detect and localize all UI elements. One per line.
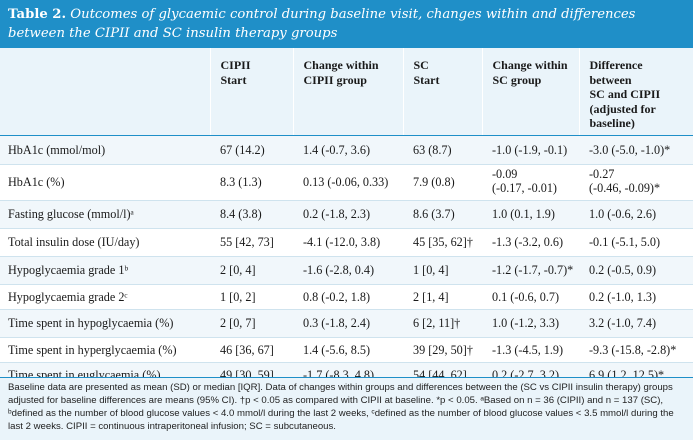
difference-cell: -0.27 (-0.46, -0.09)* (579, 164, 693, 201)
cipii-start-cell: 2 [0, 4] (210, 256, 293, 285)
table-row: Fasting glucose (mmol/l)ᵃ 8.4 (3.8) 0.2 (-… (0, 200, 693, 229)
cipii-start-cell: 2 [0, 7] (210, 309, 293, 338)
sc-start-cell: 2 [1, 4] (403, 284, 482, 310)
difference-cell: -3.0 (-5.0, -1.0)* (579, 135, 693, 165)
table-row: HbA1c (%) 8.3 (1.3) 0.13 (-0.06, 0.33) 7.9 … (0, 164, 693, 201)
difference-cell: 0.2 (-1.0, 1.3) (579, 284, 693, 310)
row-label: Time spent in hypoglycaemia (%) (0, 309, 210, 338)
sc-start-cell: 6 [2, 11]† (403, 309, 482, 338)
difference-cell: 3.2 (-1.0, 7.4) (579, 309, 693, 338)
table-title: Table 2. Outcomes of glycaemic control d… (0, 0, 693, 48)
difference-cell: 1.0 (-0.6, 2.6) (579, 200, 693, 229)
cipii-change-cell: 0.8 (-0.2, 1.8) (293, 284, 403, 310)
cipii-change-cell: 0.2 (-1.8, 2.3) (293, 200, 403, 229)
cipii-change-cell: -1.6 (-2.8, 0.4) (293, 256, 403, 285)
row-label: HbA1c (mmol/mol) (0, 135, 210, 165)
sc-change-cell: 1.0 (-1.2, 3.3) (482, 309, 579, 338)
sc-change-cell: -1.2 (-1.7, -0.7)* (482, 256, 579, 285)
row-label: Hypoglycaemia grade 2ᶜ (0, 284, 210, 310)
outcomes-table: CIPII Start Change within CIPII group SC St… (0, 48, 693, 389)
sc-start-cell: 1 [0, 4] (403, 256, 482, 285)
difference-cell: -9.3 (-15.8, -2.8)* (579, 337, 693, 363)
difference-cell: 0.2 (-0.5, 0.9) (579, 256, 693, 285)
cipii-start-cell: 1 [0, 2] (210, 284, 293, 310)
sc-start-cell: 45 [35, 62]† (403, 228, 482, 257)
cipii-change-cell: 1.4 (-0.7, 3.6) (293, 135, 403, 165)
header-sc-start: SC Start (402, 48, 482, 136)
cipii-change-cell: -4.1 (-12.0, 3.8) (293, 228, 403, 257)
table-row: Hypoglycaemia grade 1ᵇ 2 [0, 4] -1.6 (-2.8… (0, 256, 693, 285)
cipii-start-cell: 46 [36, 67] (210, 337, 293, 363)
row-label: Time spent in hyperglycaemia (%) (0, 337, 210, 363)
cipii-start-cell: 67 (14.2) (210, 135, 293, 165)
header-sc-change: Change within SC group (481, 48, 579, 136)
header-cipii-change: Change within CIPII group (292, 48, 403, 136)
sc-start-cell: 7.9 (0.8) (403, 164, 482, 201)
table-row: HbA1c (mmol/mol) 67 (14.2) 1.4 (-0.7, 3.6)… (0, 135, 693, 165)
table-body: HbA1c (mmol/mol) 67 (14.2) 1.4 (-0.7, 3.6)… (0, 135, 693, 389)
header-difference: Difference between SC and CIPII (adjusted f… (578, 48, 693, 136)
cipii-change-cell: 1.4 (-5.6, 8.5) (293, 337, 403, 363)
row-label: Fasting glucose (mmol/l)ᵃ (0, 200, 210, 229)
header-cipii-start: CIPII Start (209, 48, 293, 136)
sc-start-cell: 39 [29, 50]† (403, 337, 482, 363)
table-label: Table 2. (8, 7, 67, 22)
table-header-row: CIPII Start Change within CIPII group SC St… (0, 48, 693, 136)
table-footnote: Baseline data are presented as mean (SD)… (0, 377, 693, 440)
sc-change-cell: -0.09 (-0.17, -0.01) (482, 164, 579, 201)
sc-change-cell: -1.3 (-3.2, 0.6) (482, 228, 579, 257)
cipii-start-cell: 8.3 (1.3) (210, 164, 293, 201)
difference-cell: -0.1 (-5.1, 5.0) (579, 228, 693, 257)
cipii-change-cell: 0.3 (-1.8, 2.4) (293, 309, 403, 338)
table-row: Total insulin dose (IU/day) 55 [42, 73] -4… (0, 228, 693, 257)
sc-change-cell: 0.1 (-0.6, 0.7) (482, 284, 579, 310)
sc-change-cell: 1.0 (0.1, 1.9) (482, 200, 579, 229)
sc-start-cell: 63 (8.7) (403, 135, 482, 165)
row-label: Total insulin dose (IU/day) (0, 228, 210, 257)
header-label-column (0, 48, 210, 136)
sc-change-cell: -1.0 (-1.9, -0.1) (482, 135, 579, 165)
cipii-start-cell: 55 [42, 73] (210, 228, 293, 257)
sc-start-cell: 8.6 (3.7) (403, 200, 482, 229)
row-label: Hypoglycaemia grade 1ᵇ (0, 256, 210, 285)
sc-change-cell: -1.3 (-4.5, 1.9) (482, 337, 579, 363)
cipii-change-cell: 0.13 (-0.06, 0.33) (293, 164, 403, 201)
table-row: Time spent in hyperglycaemia (%) 46 [36, … (0, 337, 693, 363)
table-row: Time spent in hypoglycaemia (%) 2 [0, 7] 0… (0, 309, 693, 338)
table-caption: Outcomes of glycaemic control during bas… (8, 7, 636, 41)
row-label: HbA1c (%) (0, 164, 210, 201)
table-row: Hypoglycaemia grade 2ᶜ 1 [0, 2] 0.8 (-0.2,… (0, 284, 693, 310)
cipii-start-cell: 8.4 (3.8) (210, 200, 293, 229)
